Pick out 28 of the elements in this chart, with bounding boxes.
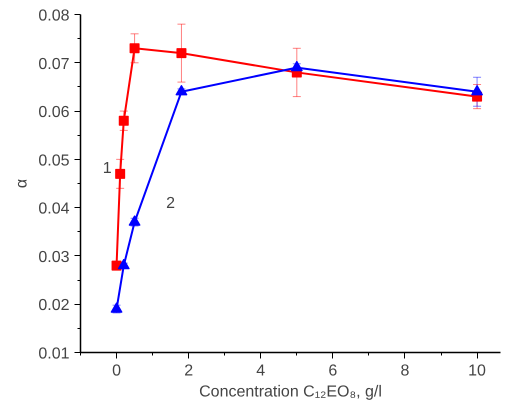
y-tick-label: 0.04 (38, 200, 70, 218)
point (118, 258, 130, 270)
y-tick-label: 0.02 (38, 297, 70, 314)
y-tick-label: 0.07 (38, 56, 70, 73)
point (176, 48, 186, 58)
y-tick-label: 0.05 (38, 152, 70, 170)
x-tick-label: 0 (112, 362, 122, 380)
y-tick-label: 0.01 (38, 346, 70, 362)
point (290, 60, 303, 72)
point (130, 43, 140, 54)
point (115, 168, 126, 179)
y-tick-label: 0.06 (38, 104, 70, 122)
y-tick-label: 0.08 (38, 8, 70, 24)
annotation: 1 (102, 160, 112, 177)
x-tick-label: 4 (256, 362, 266, 380)
annotation: 2 (166, 195, 176, 212)
y-tick-label: 0.03 (38, 248, 70, 266)
x-tick-label: 2 (184, 362, 194, 380)
y-axis-title: α (13, 178, 30, 188)
point (118, 116, 129, 126)
point (110, 302, 123, 313)
x-axis-title: Concentration C₁₂EO₈, g/l (199, 384, 382, 400)
point (128, 215, 141, 226)
x-tick-label: 8 (400, 362, 410, 380)
x-tick-label: 10 (468, 362, 486, 380)
point (471, 84, 484, 96)
point (175, 84, 188, 96)
x-tick-label: 6 (328, 362, 338, 380)
